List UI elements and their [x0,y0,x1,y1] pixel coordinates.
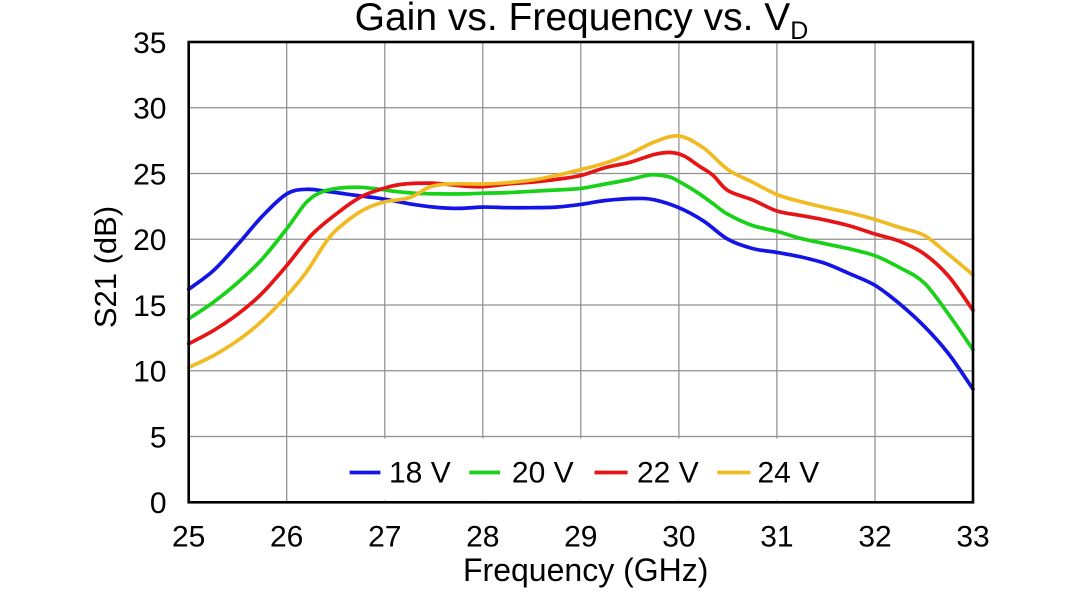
svg-text:32: 32 [858,521,891,554]
svg-text:10: 10 [133,356,166,389]
svg-text:31: 31 [760,521,793,554]
svg-text:22 V: 22 V [637,457,699,490]
svg-text:15: 15 [133,290,166,323]
svg-text:18 V: 18 V [389,457,451,490]
svg-text:25: 25 [172,521,205,554]
svg-text:20: 20 [133,224,166,257]
svg-text:35: 35 [133,27,166,60]
svg-text:S21 (dB): S21 (dB) [88,206,123,328]
svg-text:29: 29 [564,521,597,554]
svg-text:26: 26 [270,521,303,554]
svg-text:30: 30 [133,93,166,126]
svg-text:0: 0 [150,487,167,520]
svg-text:Frequency (GHz): Frequency (GHz) [463,552,708,588]
svg-text:28: 28 [466,521,499,554]
svg-text:30: 30 [662,521,695,554]
svg-text:Gain vs. Frequency vs. VD: Gain vs. Frequency vs. VD [355,0,809,45]
svg-text:27: 27 [368,521,401,554]
svg-text:25: 25 [133,158,166,191]
svg-text:5: 5 [150,421,167,454]
svg-text:24 V: 24 V [758,457,820,490]
svg-text:33: 33 [956,521,989,554]
svg-text:20 V: 20 V [512,457,574,490]
